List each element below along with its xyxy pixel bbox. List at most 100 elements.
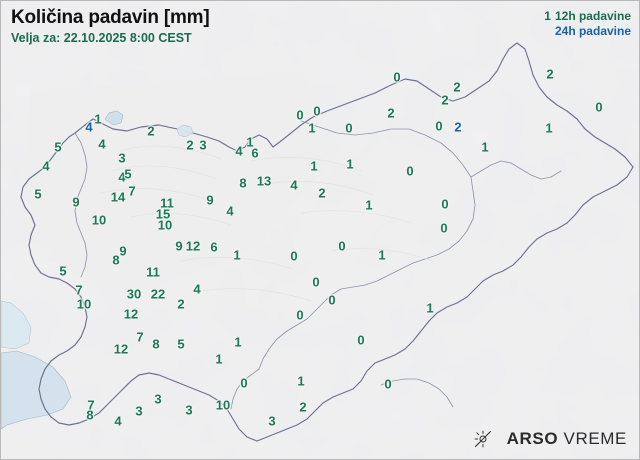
station-value: 1: [94, 111, 102, 127]
station-value: 12: [113, 341, 129, 357]
station-value: 0: [406, 163, 414, 179]
station-value: 9: [206, 192, 214, 208]
station-value: 0: [240, 375, 248, 391]
station-value: 0: [595, 99, 603, 115]
station-value: 2: [546, 66, 554, 82]
station-value: 1: [308, 120, 316, 136]
region-lines: [74, 110, 562, 410]
station-value: 0: [393, 69, 401, 85]
legend-label-12h: 12h padavine: [554, 9, 631, 23]
station-value: 8: [152, 336, 160, 352]
brand-text: ARSO VREME: [507, 429, 627, 449]
station-value: 2: [186, 137, 194, 153]
station-value: 1: [481, 139, 489, 155]
valid-time-subtitle: Velja za: 22.10.2025 8:00 CEST: [11, 31, 192, 45]
station-value: 5: [59, 263, 67, 279]
station-value: 11: [160, 195, 174, 211]
station-value: 0: [357, 332, 365, 348]
station-value: 3: [268, 413, 276, 429]
station-value: 10: [157, 217, 173, 233]
station-value: 9: [175, 238, 183, 254]
station-value: 15: [155, 206, 171, 222]
station-value: 7: [75, 282, 83, 298]
station-value: 4: [193, 281, 201, 297]
page-title: Količina padavin [mm]: [11, 7, 210, 28]
station-value: 13: [256, 173, 272, 189]
station-value: 0: [328, 292, 336, 308]
station-value: 0: [435, 118, 443, 134]
station-value: 5: [124, 166, 132, 182]
station-value: 1: [426, 300, 434, 316]
station-value: 5: [34, 186, 42, 202]
station-value: 1: [346, 156, 354, 172]
legend-item-12h: 1 12h padavine: [540, 9, 631, 24]
station-value: 1: [246, 134, 254, 150]
station-value: 8: [112, 252, 120, 268]
station-value: 9: [119, 243, 127, 259]
station-value: 4: [42, 158, 50, 174]
station-value: 7: [128, 183, 136, 199]
station-value: 1: [233, 247, 241, 263]
station-value: 0: [440, 220, 448, 236]
station-value: 22: [150, 286, 166, 302]
station-value: 30: [126, 286, 142, 302]
station-value: 1: [297, 373, 305, 389]
station-value: 2: [454, 119, 462, 135]
station-value: 4: [85, 119, 93, 135]
station-value: 0: [296, 107, 304, 123]
station-value: 4: [114, 413, 122, 429]
station-value: 5: [54, 139, 62, 155]
station-value: 4: [290, 177, 298, 193]
station-value: 9: [72, 194, 80, 210]
legend-label-24h: 24h padavine: [554, 24, 631, 38]
station-value: 1: [234, 334, 242, 350]
station-value: 3: [199, 137, 207, 153]
station-value: 3: [185, 402, 193, 418]
station-value: 2: [441, 92, 449, 108]
station-value: 7: [87, 397, 95, 413]
station-value: 0: [338, 238, 346, 254]
station-value: 12: [123, 306, 139, 322]
station-value: 3: [118, 150, 126, 166]
station-value: 2: [453, 79, 461, 95]
station-value: 4: [235, 143, 243, 159]
station-value: 2: [387, 105, 395, 121]
legend-sample-12h: 1: [544, 9, 551, 23]
station-value: 2: [299, 399, 307, 415]
station-value: 0: [296, 307, 304, 323]
sea-area: [1, 300, 72, 430]
station-value: 2: [147, 123, 155, 139]
station-value: 11: [146, 264, 160, 280]
station-value: 6: [251, 145, 259, 161]
station-value: 10: [91, 212, 107, 228]
station-value: 1: [545, 120, 553, 136]
sun-cloud-icon: [474, 430, 491, 448]
station-value: 0: [312, 274, 320, 290]
brand-light: VREME: [563, 429, 627, 448]
title-block: Količina padavin [mm] Velja za: 22.10.20…: [11, 7, 210, 46]
station-value: 8: [86, 407, 94, 423]
station-value: 2: [177, 296, 185, 312]
station-value: 4: [98, 136, 106, 152]
station-value: 0: [290, 248, 298, 264]
station-value: 1: [310, 158, 318, 174]
station-value: 1: [215, 351, 223, 367]
arso-vreme-brand: ARSO VREME: [473, 429, 627, 449]
station-value: 7: [136, 329, 144, 345]
station-value: 4: [226, 203, 234, 219]
station-value: 10: [76, 296, 92, 312]
station-value: 4: [118, 169, 126, 185]
station-value: 14: [110, 189, 126, 205]
station-value: 12: [185, 238, 201, 254]
station-value: 8: [239, 175, 247, 191]
station-value: 6: [210, 239, 218, 255]
legend: 1 12h padavine 24h padavine: [540, 9, 631, 39]
station-value: 0: [313, 103, 321, 119]
station-value: 1: [378, 247, 386, 263]
contour-hatch: [100, 145, 434, 302]
station-value: 10: [215, 397, 231, 413]
station-value: 3: [135, 403, 143, 419]
